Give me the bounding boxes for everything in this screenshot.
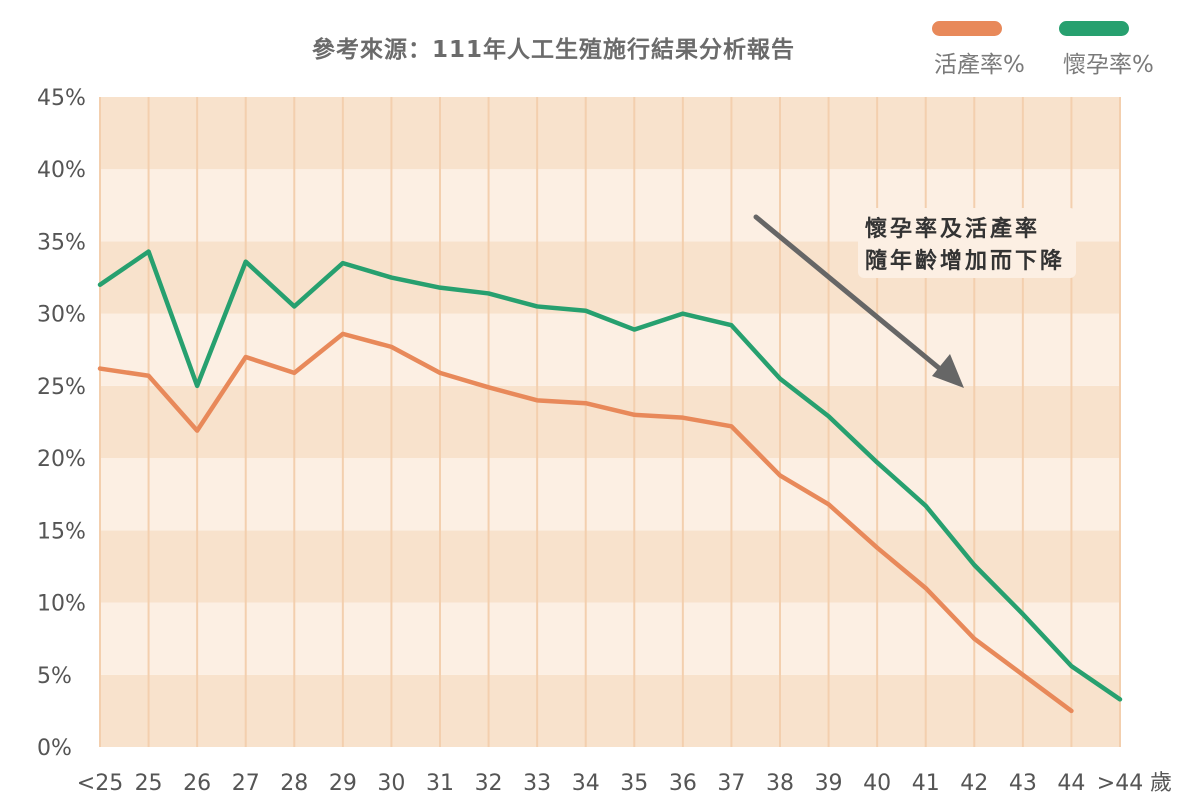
trend-annotation: 懷孕率及活產率 隨年齡增加而下降 [753,208,1076,388]
legend-label-live-birth: 活產率% [934,52,1025,78]
x-tick-label: 41 [912,771,940,796]
legend-swatch-live-birth [932,21,1002,36]
x-tick-label: 33 [523,771,551,796]
series-lines [97,249,1123,714]
series-line-1 [97,249,1123,702]
y-tick-label: 0% [37,736,72,761]
band-8 [100,97,1120,170]
band-1 [100,602,1120,675]
y-tick-label: 25% [37,375,86,400]
y-tick-label: 35% [37,230,86,255]
trend-arrow-shaft [753,214,948,376]
series-line-0 [97,331,1074,714]
y-tick-label: 10% [37,592,86,617]
y-tick-label: 45% [37,86,86,111]
x-tick-label: 35 [620,771,648,796]
band-5 [100,313,1120,386]
y-tick-label: 30% [37,303,86,328]
x-axis-unit: 歲 [1150,771,1172,796]
x-tick-label: 39 [815,771,843,796]
x-tick-label: 37 [717,771,745,796]
trend-arrow-head [932,354,964,388]
band-4 [100,385,1120,459]
x-tick-label: 43 [1009,771,1037,796]
x-tick-label: 26 [183,771,211,796]
x-tick-label: 40 [863,771,891,796]
y-tick-label: 5% [37,664,72,689]
vertical-gridlines [99,97,1121,747]
x-tick-label: 29 [329,771,357,796]
annotation-box [858,208,1076,278]
x-tick-label: 31 [426,771,454,796]
x-tick-label: 38 [766,771,794,796]
x-tick-label: 36 [669,771,697,796]
chart-title: 參考來源：111年人工生殖施行結果分析報告 [312,36,795,63]
x-tick-label: 32 [475,771,503,796]
x-tick-label: 28 [280,771,308,796]
y-tick-label: 15% [37,519,86,544]
annotation-line-1: 懷孕率及活產率 [865,216,1040,242]
x-tick-label: <25 [77,771,123,796]
band-0 [100,674,1120,747]
band-3 [100,458,1120,531]
x-axis-ticks: <25 25 26 27 28 29 30 31 32 33 34 35 36 37 38 39 40 41 42 4… [77,771,1143,796]
y-axis-ticks: 0% 5% 10% 15% 20% 25% 30% 35% 40% 45% [37,86,86,761]
x-tick-label: 34 [572,771,600,796]
legend: 活產率% 懷孕率% [932,21,1154,78]
annotation-line-2: 隨年齡增加而下降 [865,248,1065,274]
x-tick-label: 42 [960,771,988,796]
background-bands [100,97,1120,747]
legend-swatch-pregnancy [1059,21,1129,36]
x-tick-label: >44 [1097,771,1143,796]
band-2 [100,530,1120,603]
x-tick-label: 25 [135,771,163,796]
x-tick-label: 30 [377,771,405,796]
legend-label-pregnancy: 懷孕率% [1063,52,1154,78]
x-tick-label: 44 [1057,771,1085,796]
y-tick-label: 40% [37,158,86,183]
y-tick-label: 20% [37,447,86,472]
x-tick-label: 27 [232,771,260,796]
